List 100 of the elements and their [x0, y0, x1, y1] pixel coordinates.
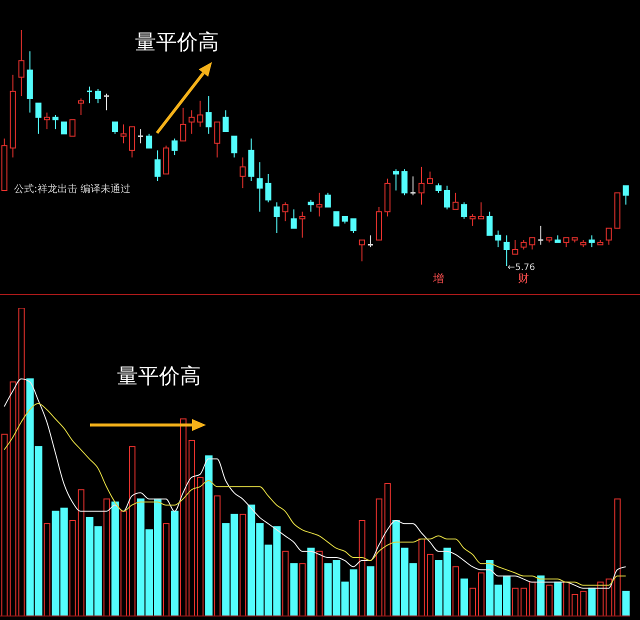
candlestick — [52, 114, 58, 130]
bar — [10, 381, 16, 616]
bar — [188, 440, 196, 616]
annotation: 量平价高 — [135, 29, 219, 56]
candlestick — [69, 119, 76, 137]
bar — [171, 510, 179, 616]
candlestick — [94, 88, 102, 104]
candlestick — [265, 173, 272, 203]
bar — [384, 483, 391, 616]
candlestick — [461, 202, 468, 220]
bar — [563, 582, 570, 616]
bar — [163, 523, 170, 616]
candlestick — [172, 138, 178, 156]
bar — [358, 520, 366, 616]
candlestick — [486, 211, 493, 236]
candlestick — [154, 150, 161, 182]
bar — [120, 510, 127, 616]
bar — [197, 476, 204, 616]
candlestick — [120, 124, 127, 144]
candlestick — [478, 202, 484, 220]
bar — [69, 520, 76, 616]
candlestick — [504, 234, 510, 266]
bar — [205, 455, 213, 616]
bar — [606, 578, 612, 616]
bar — [366, 566, 374, 616]
bar — [128, 446, 136, 616]
bar — [307, 548, 315, 616]
candlestick — [401, 168, 408, 196]
bar — [452, 566, 459, 616]
bar — [299, 563, 306, 616]
bar — [520, 588, 528, 616]
candlestick — [197, 100, 204, 128]
bar — [546, 584, 553, 616]
candlestick — [606, 228, 612, 246]
candlestick — [512, 240, 518, 255]
candlestick — [470, 214, 476, 226]
candlestick — [358, 240, 365, 262]
candlestick — [78, 98, 84, 116]
bar — [214, 495, 221, 616]
candlestick — [44, 112, 50, 130]
candlestick — [290, 208, 297, 229]
bar — [478, 572, 484, 616]
bar — [597, 582, 604, 616]
candlestick — [240, 156, 246, 189]
candlestick — [180, 107, 186, 142]
bar — [44, 523, 50, 616]
bar — [537, 575, 545, 616]
candlestick — [622, 185, 629, 206]
bar — [572, 594, 578, 616]
annotation: 公式:祥龙出击 编译未通过 — [14, 182, 131, 196]
candlestick — [350, 218, 356, 234]
candlestick — [214, 122, 220, 158]
bar — [588, 588, 596, 616]
bar — [470, 588, 476, 616]
candlestick — [256, 162, 263, 212]
candlestick — [188, 110, 195, 134]
candlestick — [146, 133, 152, 148]
candlestick — [308, 199, 314, 212]
bar — [103, 498, 110, 616]
candlestick — [529, 237, 536, 250]
candlestick — [333, 211, 340, 226]
bar — [460, 578, 468, 616]
bar — [554, 582, 562, 616]
candlestick — [274, 202, 280, 234]
bar — [418, 538, 425, 616]
bar — [622, 590, 630, 616]
candlestick — [495, 230, 502, 248]
candlestick — [324, 192, 331, 208]
bar — [18, 308, 25, 616]
candlestick — [444, 185, 450, 210]
bar — [376, 498, 382, 616]
candlestick — [452, 192, 459, 210]
candlestick — [86, 86, 93, 104]
candlestick — [18, 30, 24, 97]
bar — [512, 588, 519, 616]
x-tick-label: 增 — [432, 272, 444, 285]
candlestick — [410, 176, 416, 196]
candlestick — [537, 225, 544, 246]
candlestick — [112, 122, 118, 134]
candlestick — [367, 234, 374, 248]
candlestick — [222, 110, 229, 132]
candlestick — [231, 136, 238, 158]
bar — [426, 554, 434, 616]
candlestick — [316, 192, 322, 217]
bar — [614, 498, 621, 616]
x-tick-label: 财 — [518, 272, 530, 285]
candlestick — [206, 96, 212, 134]
candlestick — [35, 102, 42, 134]
bar — [282, 550, 289, 616]
candlestick — [137, 128, 144, 144]
bar — [290, 563, 298, 616]
annotation: ←5.76 — [508, 263, 536, 273]
annotation: 量平价高 — [117, 363, 201, 390]
candlestick — [103, 93, 110, 111]
bar — [240, 514, 246, 616]
bar — [78, 489, 84, 616]
bar — [529, 582, 536, 616]
candlestick — [588, 234, 595, 248]
candlestick — [436, 182, 442, 194]
candlestick — [60, 122, 67, 134]
